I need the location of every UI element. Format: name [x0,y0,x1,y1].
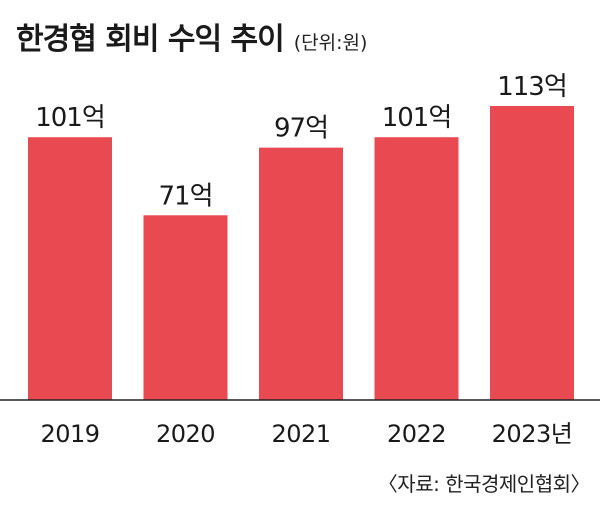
value-label-2023년: 113억 [497,72,567,102]
category-label-2023년: 2023년 [492,420,573,448]
category-label-2021: 2021 [271,420,330,448]
value-label-2020: 71억 [158,181,212,211]
category-label-2019: 2019 [40,420,99,448]
chart-unit: (단위:원) [293,32,368,54]
value-label-2021: 97억 [274,114,328,144]
category-label-2020: 2020 [156,420,215,448]
value-label-2022: 101억 [382,103,452,133]
bar-2020 [143,215,228,400]
bar-2022 [374,137,459,400]
bar-2023년 [490,106,574,400]
value-label-2019: 101억 [35,103,105,133]
chart-title: 한경협 회비 수익 추이 [16,22,285,57]
title-row: 한경협 회비 수익 추이 (단위:원) [16,14,367,58]
bar-2019 [28,137,112,400]
category-label-2022: 2022 [387,420,446,448]
bar-2021 [259,147,343,400]
source-note: 〈자료: 한국경제인협회〉 [377,472,591,496]
